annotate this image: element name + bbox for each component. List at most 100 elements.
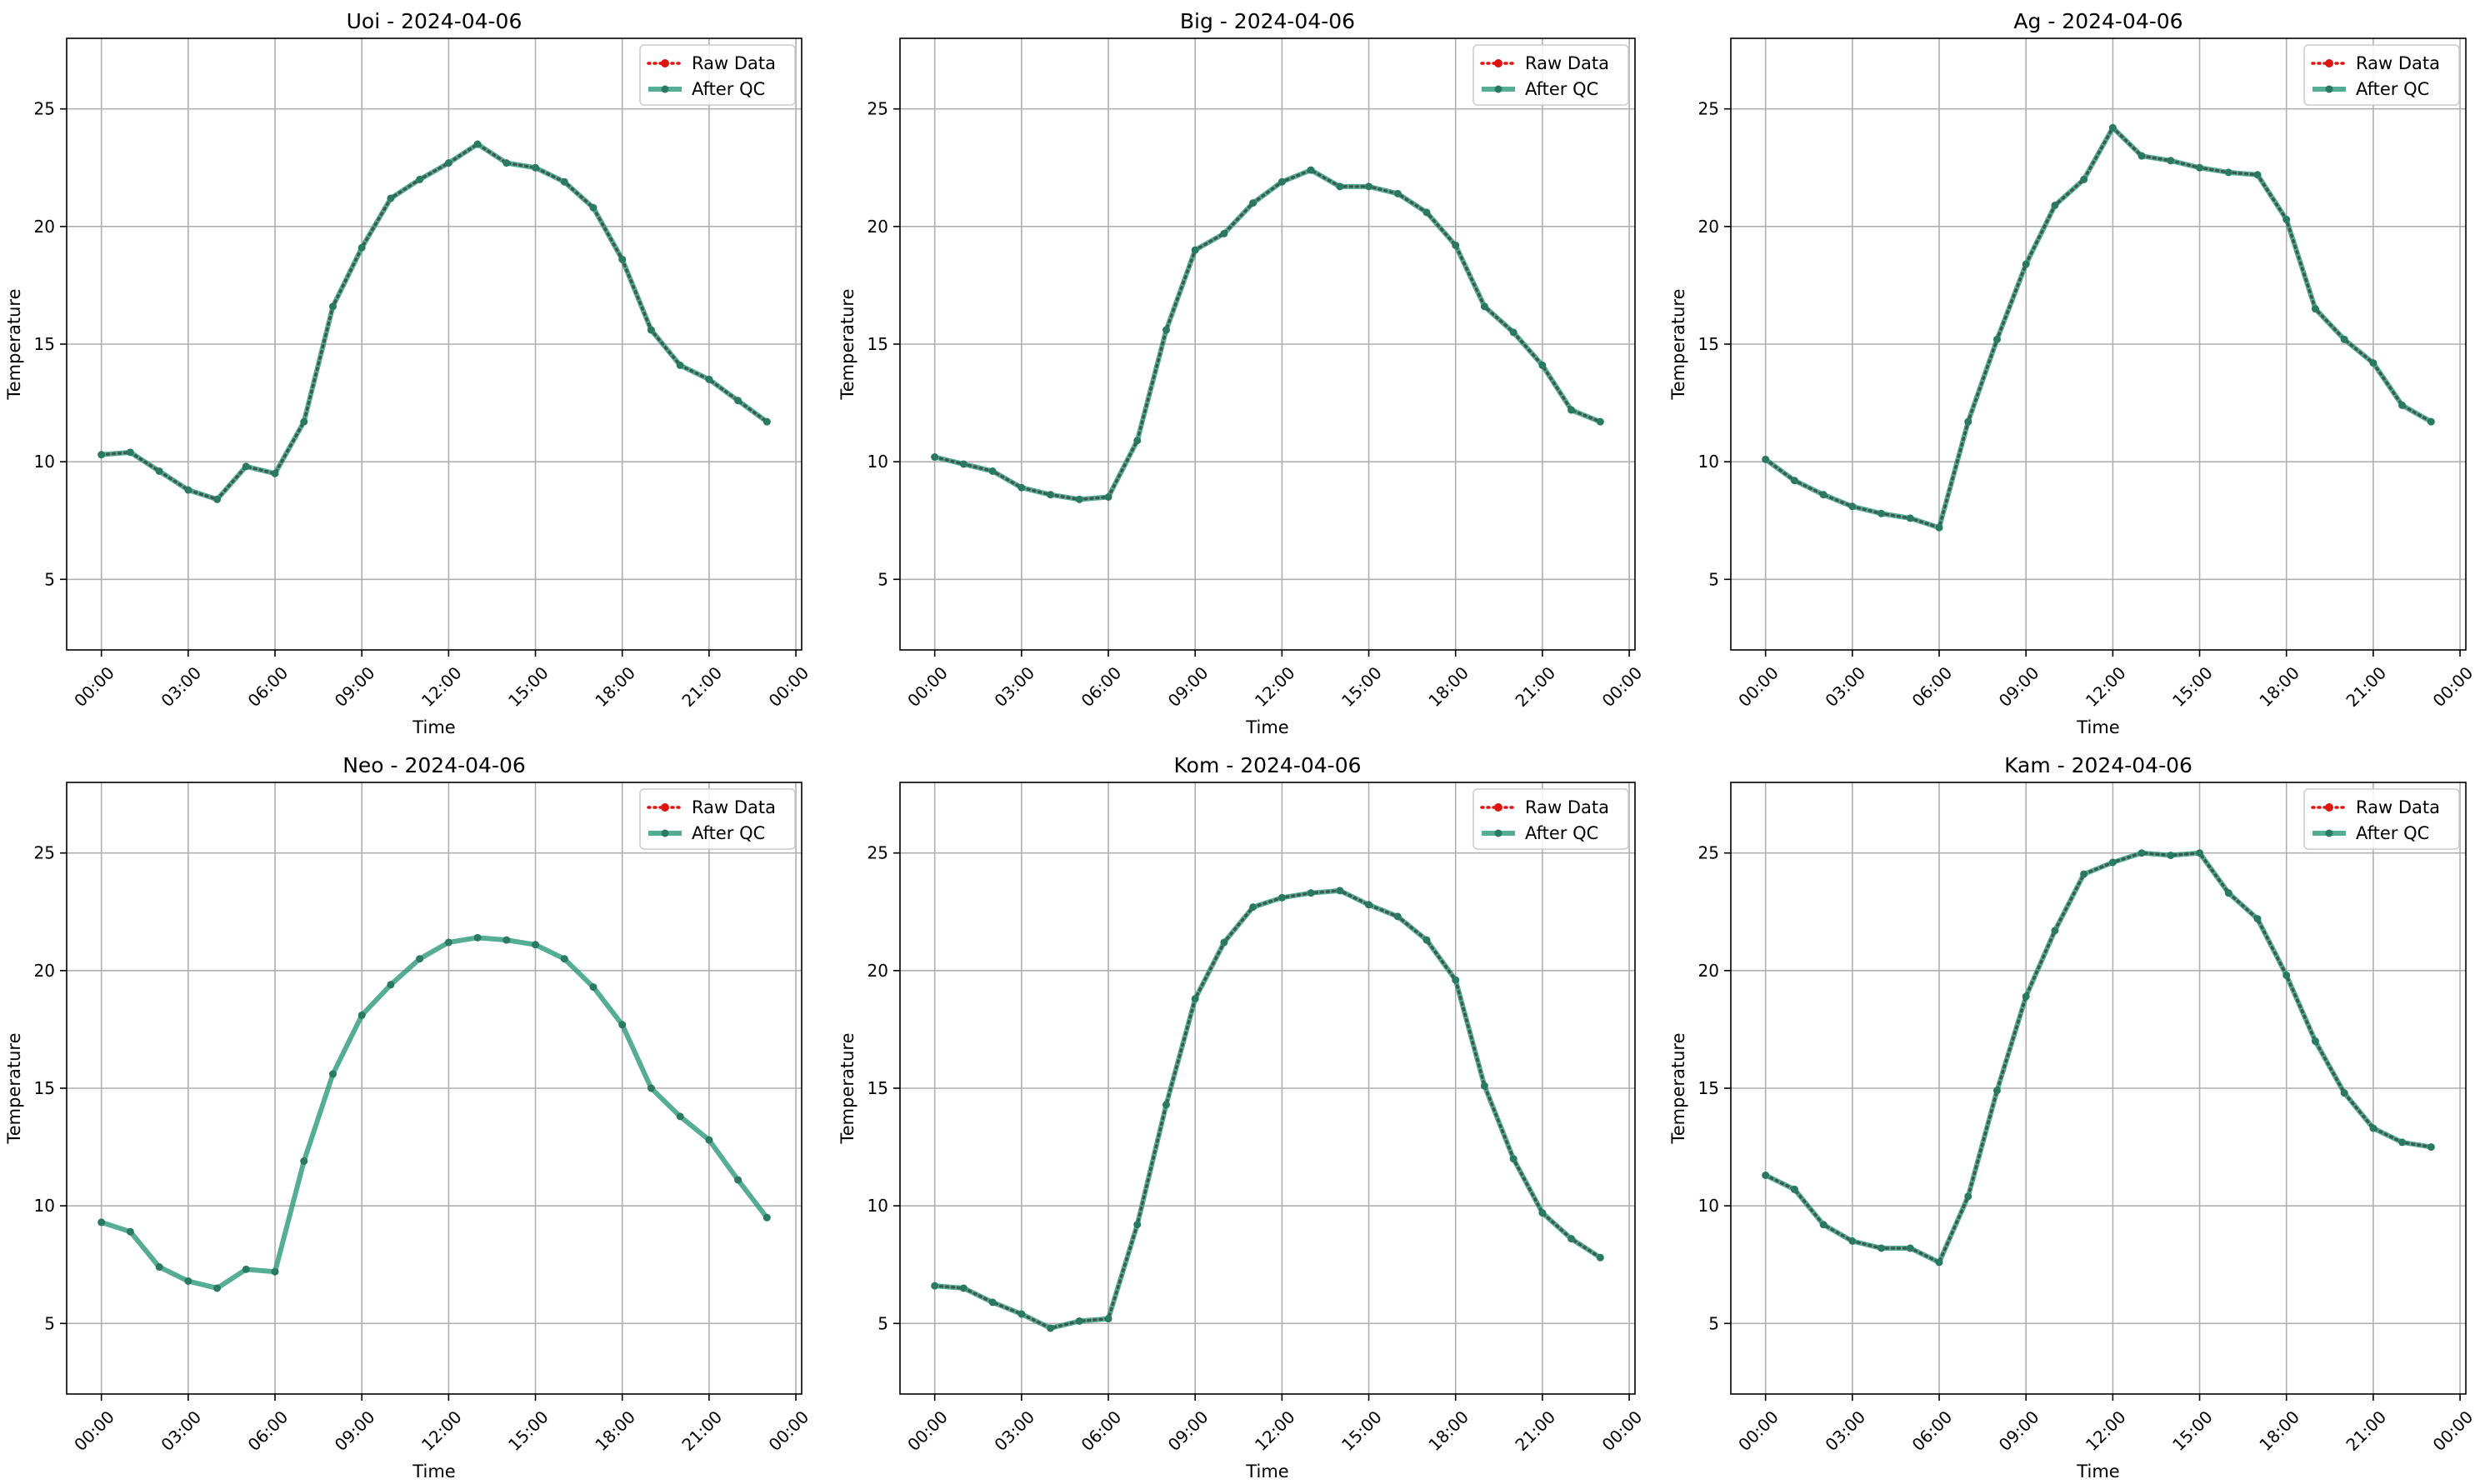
x-tick-label: 12:00 xyxy=(1251,662,1299,711)
y-tick-label: 10 xyxy=(1698,1196,1719,1216)
plot-frame xyxy=(1730,782,2467,1395)
x-tick-label: 00:00 xyxy=(1598,1407,1647,1455)
x-tick-label: 00:00 xyxy=(903,1407,952,1455)
y-tick-label: 15 xyxy=(868,334,888,354)
after-qc-point xyxy=(126,1227,134,1236)
after-qc-point xyxy=(473,933,482,942)
x-tick-label: 09:00 xyxy=(1164,662,1212,711)
after-qc-point xyxy=(2282,215,2291,223)
y-tick-label: 20 xyxy=(868,961,888,981)
after-qc-point xyxy=(2167,852,2175,860)
legend: Raw Data After QC xyxy=(1472,44,1629,106)
after-qc-point xyxy=(1906,1244,1914,1252)
after-qc-point xyxy=(2022,260,2030,268)
y-tick-label: 15 xyxy=(34,334,55,354)
legend-raw-label: Raw Data xyxy=(2356,53,2440,73)
x-tick-label: 00:00 xyxy=(70,1407,118,1455)
x-axis-label: Time xyxy=(412,717,455,737)
after-qc-point xyxy=(1075,495,1083,503)
x-tick-label: 12:00 xyxy=(418,1407,466,1455)
after-qc-point xyxy=(2224,168,2232,177)
x-tick-label: 00:00 xyxy=(70,662,118,711)
after-qc-point xyxy=(1935,523,1943,532)
x-tick-label: 00:00 xyxy=(1598,662,1647,711)
after-qc-point xyxy=(300,1157,308,1166)
legend-raw-marker xyxy=(2325,803,2333,812)
after-qc-point xyxy=(1935,1258,1943,1267)
y-tick-label: 20 xyxy=(868,217,888,237)
after-qc-point xyxy=(560,177,568,186)
after-qc-point xyxy=(98,451,106,459)
after-qc-point xyxy=(1848,1237,1857,1245)
legend-raw-label: Raw Data xyxy=(1525,53,1609,73)
after-qc-point xyxy=(2108,123,2117,132)
x-tick-label: 15:00 xyxy=(2168,1407,2217,1455)
after-qc-point xyxy=(2196,849,2204,857)
after-qc-point xyxy=(1133,437,1142,445)
after-qc-point xyxy=(155,1263,163,1272)
after-qc-point xyxy=(502,159,511,167)
y-tick-label: 5 xyxy=(44,1313,55,1333)
after-qc-point xyxy=(959,460,968,468)
series-line-after-qc xyxy=(100,935,769,1291)
after-qc-point xyxy=(387,981,395,989)
y-tick-label: 15 xyxy=(34,1078,55,1098)
after-qc-point xyxy=(1393,912,1402,921)
subplot-2: 00:00 03:00 06:00 09:00 12:00 15:00 18:00 21:00… xyxy=(838,9,1646,737)
after-qc-point xyxy=(473,140,482,148)
after-qc-point xyxy=(532,941,540,949)
after-qc-point xyxy=(1992,335,2001,343)
series-line-raw-data xyxy=(932,168,1602,502)
legend: Raw Data After QC xyxy=(2303,788,2460,850)
after-qc-point xyxy=(1906,514,1914,522)
x-tick-label: 21:00 xyxy=(2342,662,2390,711)
after-qc-point xyxy=(1249,903,1258,912)
after-qc-point xyxy=(2051,927,2059,935)
x-tick-label: 00:00 xyxy=(765,1407,813,1455)
after-qc-point xyxy=(1047,1324,1055,1332)
after-qc-point xyxy=(2167,157,2175,165)
after-qc-point xyxy=(1162,1101,1170,1109)
y-tick-label: 15 xyxy=(868,1078,888,1098)
y-tick-label: 20 xyxy=(1698,217,1719,237)
x-tick-label: 21:00 xyxy=(1511,662,1559,711)
after-qc-point xyxy=(1596,417,1604,426)
after-qc-point xyxy=(1878,1244,1886,1252)
after-qc-point xyxy=(618,255,627,263)
x-axis-label: Time xyxy=(1245,1462,1288,1482)
y-tick-label: 5 xyxy=(1708,1313,1719,1333)
legend-qc-label: After QC xyxy=(2356,823,2429,843)
after-qc-point xyxy=(2253,171,2262,179)
legend-qc-marker xyxy=(661,829,669,837)
x-tick-label: 21:00 xyxy=(2342,1407,2390,1455)
after-qc-point xyxy=(1509,1155,1518,1163)
subplot-5: 00:00 03:00 06:00 09:00 12:00 15:00 18:00 21:00… xyxy=(838,753,1646,1482)
legend-qc-marker xyxy=(661,85,669,93)
after-qc-point xyxy=(358,1011,366,1019)
after-qc-point xyxy=(734,397,742,405)
after-qc-point xyxy=(1365,182,1373,191)
after-qc-point xyxy=(1538,1209,1547,1217)
legend-qc-label: After QC xyxy=(692,823,765,843)
after-qc-point xyxy=(2138,152,2146,160)
y-tick-label: 25 xyxy=(868,99,888,119)
x-tick-label: 18:00 xyxy=(1424,662,1472,711)
x-tick-label: 12:00 xyxy=(1251,1407,1299,1455)
after-qc-point xyxy=(1047,491,1055,499)
x-tick-label: 21:00 xyxy=(1511,1407,1559,1455)
legend-qc-marker xyxy=(2325,829,2333,837)
x-tick-label: 12:00 xyxy=(2082,1407,2130,1455)
after-qc-point xyxy=(155,467,163,475)
x-tick-label: 06:00 xyxy=(1078,662,1126,711)
after-qc-point xyxy=(2427,417,2435,426)
legend-raw-label: Raw Data xyxy=(692,797,776,817)
legend-raw-label: Raw Data xyxy=(1525,797,1609,817)
y-tick-label: 10 xyxy=(868,452,888,472)
after-qc-point xyxy=(444,159,452,167)
legend: Raw Data After QC xyxy=(2303,44,2460,106)
y-tick-label: 5 xyxy=(1708,569,1719,589)
after-qc-point xyxy=(387,194,395,202)
after-qc-point xyxy=(2253,915,2262,923)
plot-frame xyxy=(899,37,1636,651)
